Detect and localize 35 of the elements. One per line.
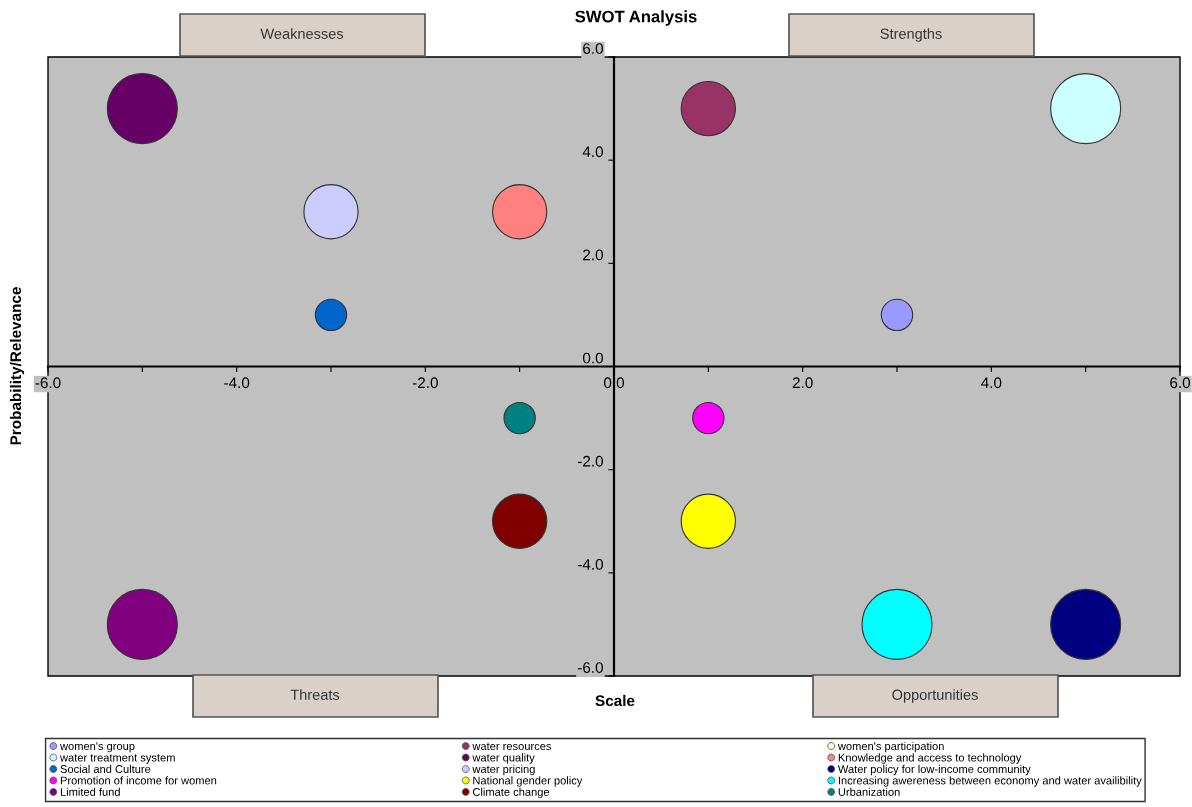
x-tick-label: 4.0 [981,377,1002,389]
legend-label: Climate change [472,787,550,799]
legend-label: water resources [472,742,552,751]
legend-label: water quality [472,753,535,764]
text: Threats [290,689,340,700]
legend-label: Urbanization [838,787,900,796]
legend-label: women's participation [837,741,944,753]
text: Weaknesses [260,28,344,39]
y-tick-label: 4.0 [582,146,603,158]
x-tick-label: -2.0 [412,377,438,389]
chart-title: SWOT Analysis [575,10,697,26]
legend-label: water treatment system [59,754,175,764]
y-tick-label: -6.0 [577,662,603,673]
y-tick-label: -4.0 [577,559,603,570]
legend-label: Promotion of income for women [60,776,217,785]
legend-label: Increasing awereness between economy and water availibility [838,776,1142,787]
x-tick-label: -6.0 [35,377,61,389]
text: Strengths [880,28,942,42]
legend-label: water pricing [472,764,535,776]
y-tick-label: 6.0 [583,43,603,54]
legend-label: Social and Culture [60,764,151,773]
y-axis-title: Probability/Relevance [9,287,25,445]
x-tick-label: -4.0 [224,377,250,389]
text: Opportunities [892,689,978,703]
x-axis-title: Scale [595,694,635,707]
x-tick-label: 2.0 [792,377,813,389]
y-tick-label: 0.0 [582,352,603,364]
legend-label: Limited fund [60,787,120,796]
legend-label: women's group [59,742,135,753]
legend-label: Water policy for low-income community [837,764,1031,776]
legend-label: National gender policy [473,776,583,787]
legend-label: Knowledge and access to technology [838,753,1022,764]
y-tick-label: -2.0 [577,455,603,467]
x-tick-label: 6.0 [1170,377,1191,389]
y-tick-label: 2.0 [583,249,603,261]
